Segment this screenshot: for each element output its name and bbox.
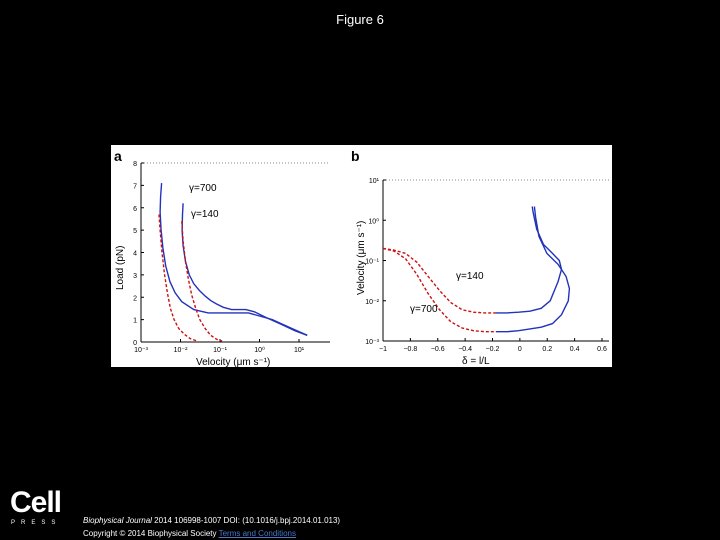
y-tick-label: 6 [133, 206, 137, 213]
y-tick-label: 0 [133, 340, 137, 347]
citation: Biophysical Journal 2014 106998-1007 DOI… [83, 514, 340, 540]
x-tick-label: 10⁻³ [134, 347, 148, 354]
x-tick-label: −0.6 [431, 346, 445, 353]
y-tick-label: 8 [133, 161, 137, 168]
x-tick-label: 0 [518, 346, 522, 353]
series-line-4-solid [496, 206, 571, 333]
series-line-3-dashed [382, 247, 496, 333]
logo-sub: PRESS [11, 520, 62, 526]
figure-svg: a 0 1 2 3 4 5 6 7 8 10⁻³ 10⁻² 10⁻¹ 10⁰ 10¹ γ=700 γ=1… [114, 148, 609, 368]
annotation-gamma-700-b: γ=700 [410, 304, 438, 315]
slide-title: Figure 6 [336, 12, 384, 27]
panel-b-label: b [351, 148, 360, 164]
x-tick-label: 10¹ [294, 347, 305, 354]
annotation-gamma-700-a: γ=700 [189, 183, 217, 194]
x-tick-label: −0.4 [458, 346, 472, 353]
copyright-line: Copyright © 2014 Biophysical Society Ter… [83, 527, 340, 540]
panel-a-label: a [114, 148, 122, 164]
panel-b-series [382, 206, 571, 333]
figure-panel: a 0 1 2 3 4 5 6 7 8 10⁻³ 10⁻² 10⁻¹ 10⁰ 10¹ γ=700 γ=1… [111, 145, 612, 368]
y-tick-label: 10⁻² [365, 299, 379, 306]
x-tick-label: −0.8 [403, 346, 417, 353]
panel-b-frame [382, 179, 609, 342]
panel-b-x-ticks: −1 −0.8 −0.6 −0.4 −0.2 0 0.2 0.4 0.6 [379, 338, 607, 353]
panel-a-frame [140, 162, 330, 343]
series-line-2-dashed [158, 214, 198, 342]
cell-press-logo: Cell PRESS [10, 488, 70, 532]
y-tick-label: 1 [133, 318, 137, 325]
x-tick-label: 10⁰ [254, 346, 265, 354]
copyright-text: Copyright © 2014 Biophysical Society [83, 529, 217, 538]
y-tick-label: 10⁻³ [365, 339, 379, 346]
series-line-2-solid [496, 206, 563, 314]
y-tick-label: 10¹ [369, 178, 380, 185]
panel-a: a 0 1 2 3 4 5 6 7 8 10⁻³ 10⁻² 10⁻¹ 10⁰ 10¹ γ=700 γ=1… [114, 148, 330, 368]
x-tick-label: −1 [379, 346, 387, 353]
x-tick-label: −0.2 [486, 346, 500, 353]
terms-link[interactable]: Terms and Conditions [218, 529, 296, 538]
y-tick-label: 4 [133, 251, 137, 258]
y-tick-label: 2 [133, 295, 137, 302]
panel-a-ylabel: Load (pN) [115, 246, 126, 290]
y-tick-label: 5 [133, 228, 137, 235]
panel-b-xlabel: δ = l/L [462, 356, 490, 367]
journal-name: Biophysical Journal [83, 516, 152, 525]
y-tick-label: 7 [133, 183, 137, 190]
series-line-3-solid [181, 203, 308, 336]
panel-b-ylabel: Velocity (μm s⁻¹) [356, 221, 367, 295]
panel-a-series [158, 183, 308, 342]
logo-word: Cell [10, 486, 62, 519]
annotation-gamma-140-b: γ=140 [456, 271, 484, 282]
panel-a-y-ticks: 0 1 2 3 4 5 6 7 8 [133, 161, 144, 347]
y-tick-label: 10⁰ [368, 217, 379, 225]
panel-a-xlabel: Velocity (μm s⁻¹) [196, 357, 270, 367]
y-tick-label: 3 [133, 273, 137, 280]
x-tick-label: 0.2 [542, 346, 552, 353]
series-line-1-solid [159, 183, 308, 336]
citation-line: Biophysical Journal 2014 106998-1007 DOI… [83, 514, 340, 527]
annotation-gamma-140-a: γ=140 [191, 209, 219, 220]
citation-details: 2014 106998-1007 DOI: (10.1016/j.bpj.201… [151, 516, 341, 525]
panel-b-y-ticks: 10⁻³ 10⁻² 10⁻¹ 10⁰ 10¹ [365, 178, 386, 346]
x-tick-label: 10⁻² [174, 347, 188, 354]
x-tick-label: 0.4 [570, 346, 580, 353]
x-tick-label: 0.6 [597, 346, 607, 353]
x-tick-label: 10⁻¹ [213, 347, 227, 354]
panel-b: b 10⁻³ 10⁻² 10⁻¹ 10⁰ 10¹ −1 −0.8 −0.6 −0.4 −0.2 0… [351, 148, 609, 367]
series-line-4-dashed [181, 221, 223, 342]
y-tick-label: 10⁻¹ [365, 259, 379, 266]
panel-a-x-ticks: 10⁻³ 10⁻² 10⁻¹ 10⁰ 10¹ [134, 339, 305, 354]
